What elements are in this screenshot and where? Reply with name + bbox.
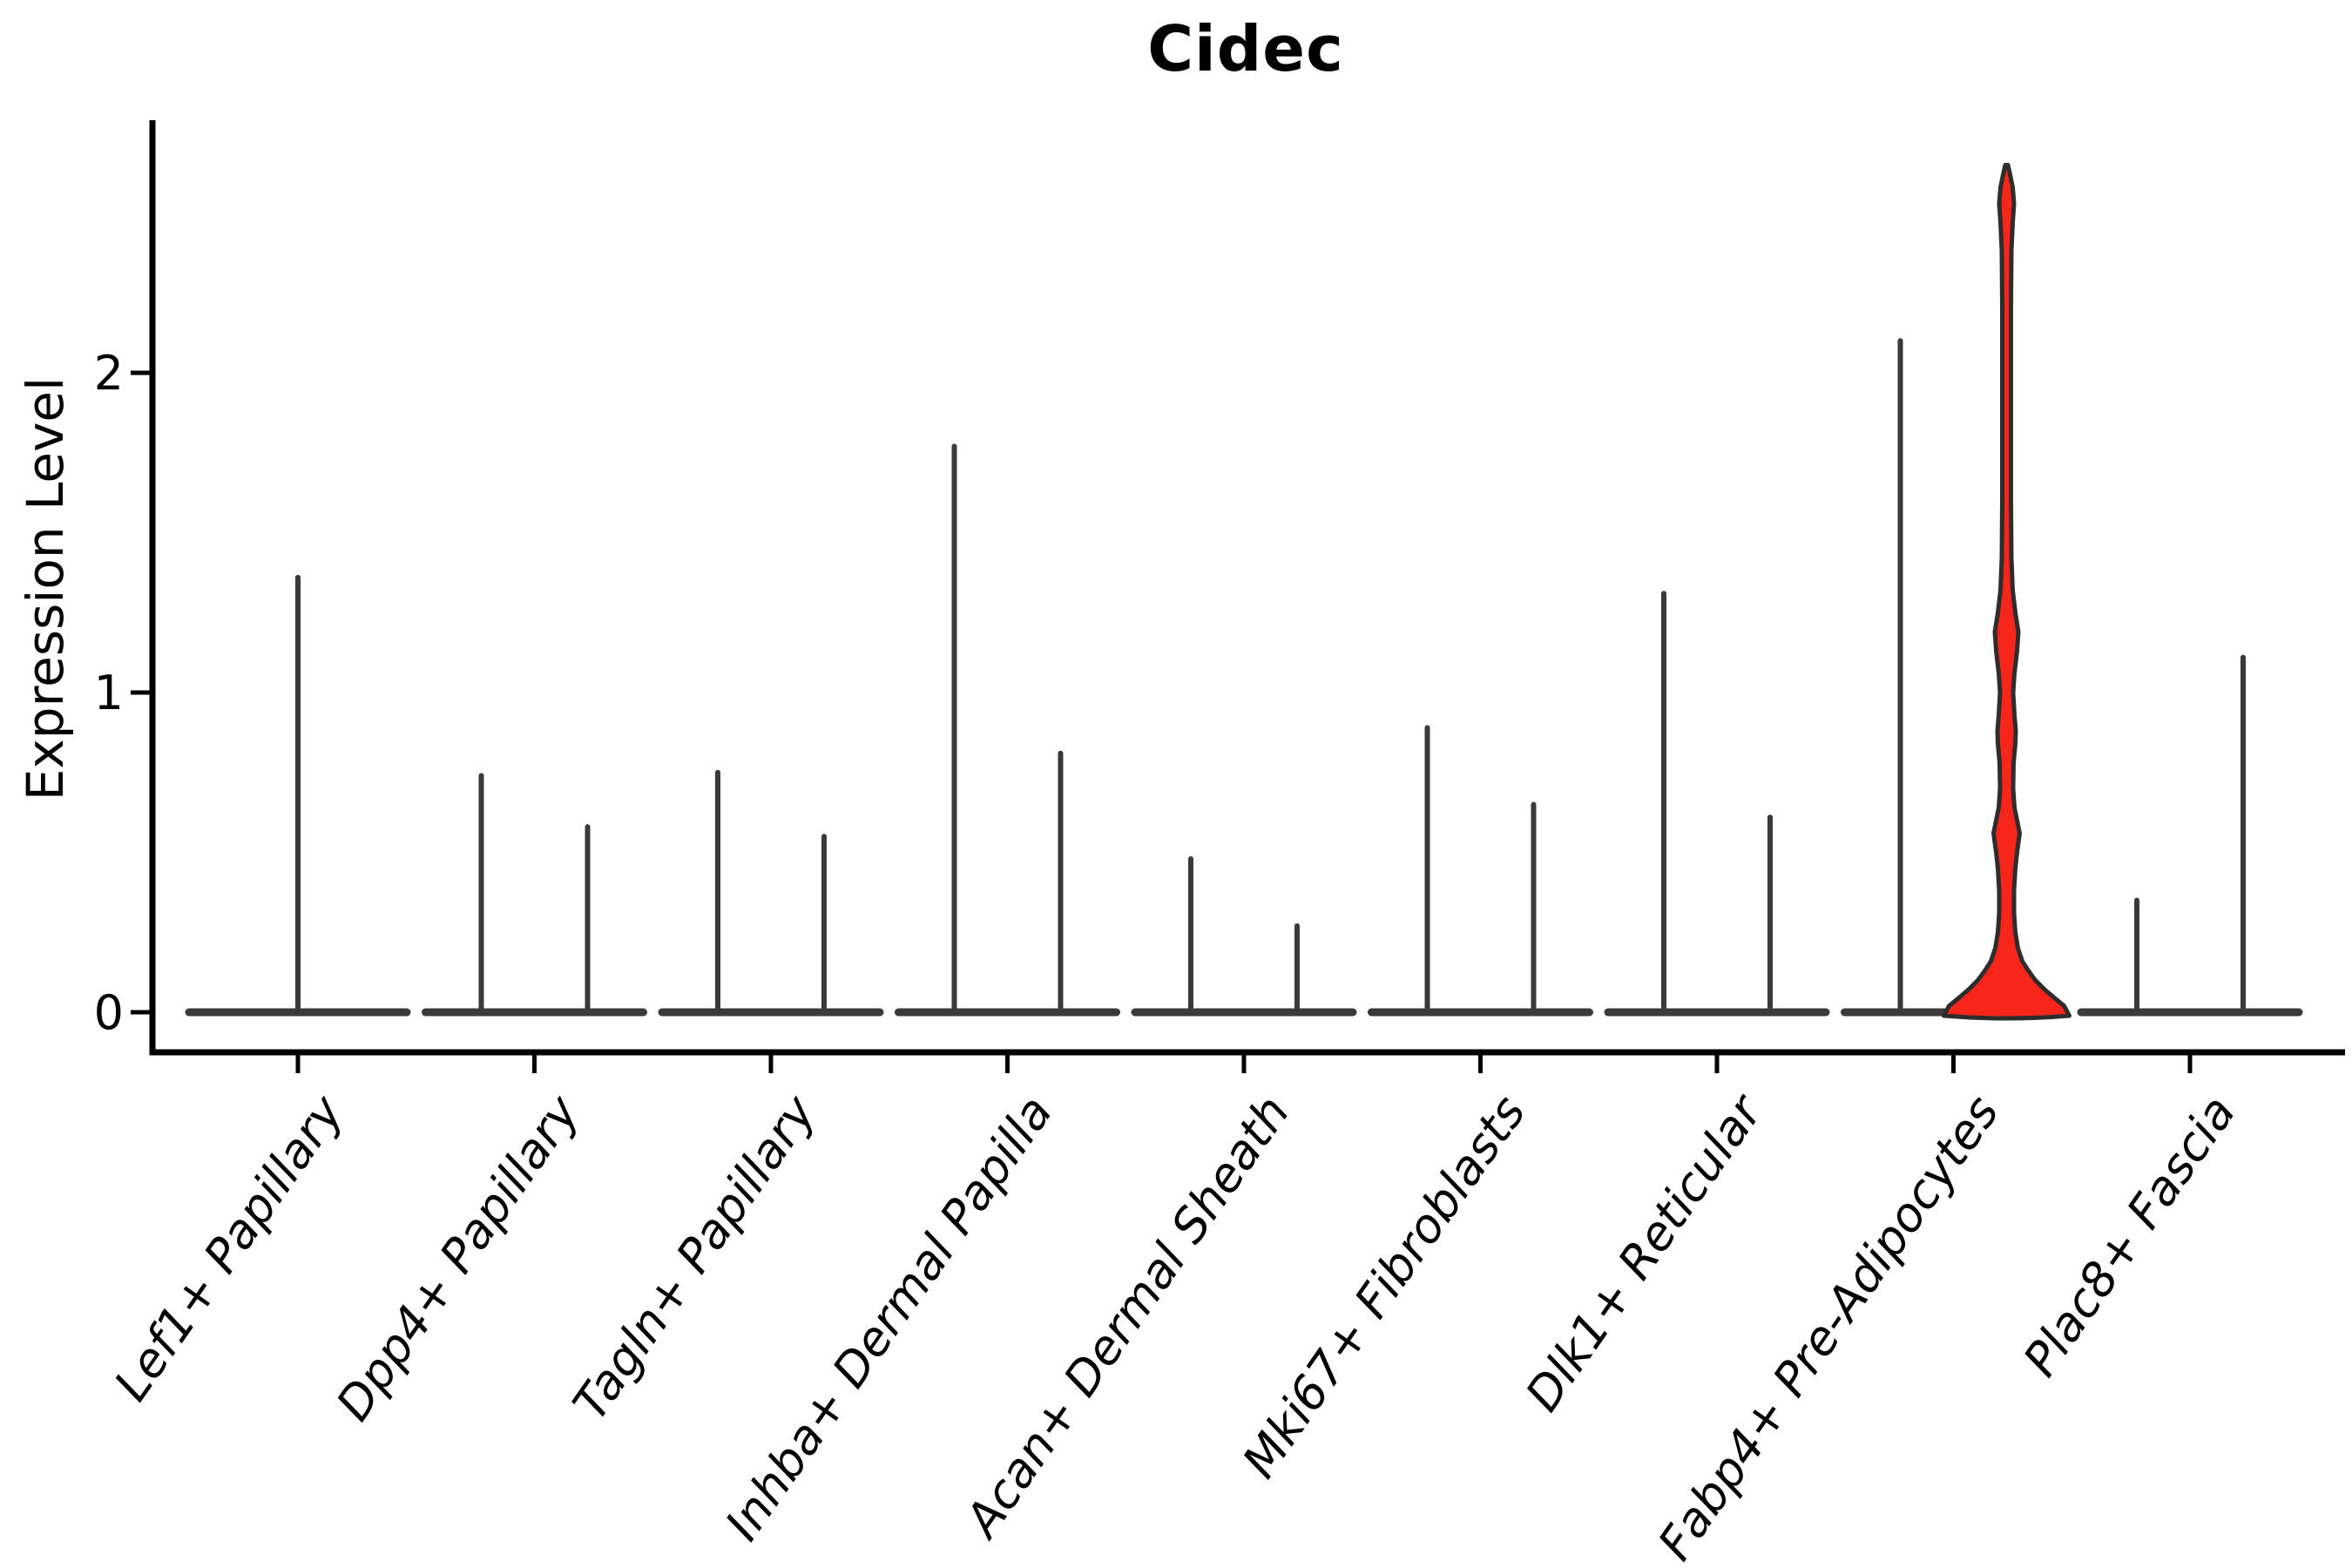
highlighted-violin bbox=[1942, 162, 2072, 1021]
y-tick-label-1: 1 bbox=[93, 666, 124, 720]
chart-title: Cidec bbox=[1147, 12, 1344, 85]
y-tick-label-0: 0 bbox=[93, 985, 124, 1040]
y-tick-label-2: 2 bbox=[93, 346, 124, 401]
